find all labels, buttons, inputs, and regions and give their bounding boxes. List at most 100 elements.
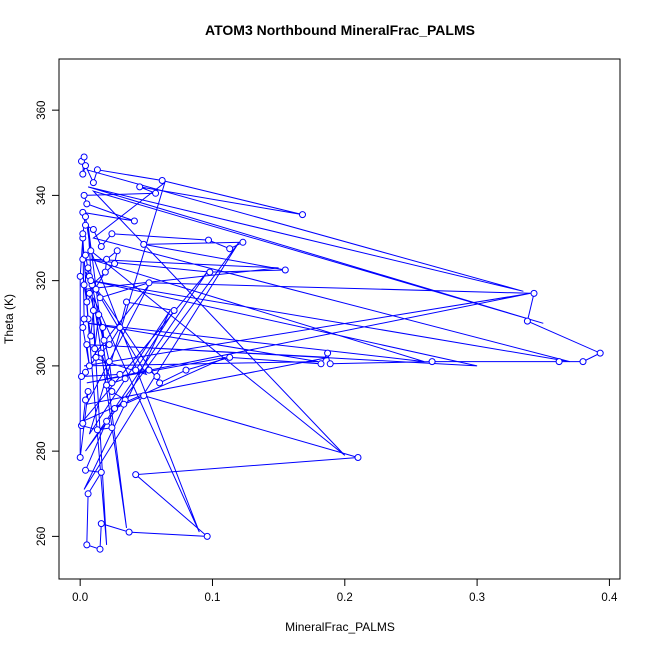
y-axis: 260 280 300 320 340 360 bbox=[36, 101, 60, 546]
data-point bbox=[96, 545, 104, 553]
data-point bbox=[84, 388, 92, 395]
data-point bbox=[116, 324, 124, 331]
data-point bbox=[82, 466, 89, 474]
data-point bbox=[145, 279, 153, 287]
data-point bbox=[80, 315, 88, 323]
data-point bbox=[89, 307, 97, 314]
data-point bbox=[79, 170, 87, 178]
data-point bbox=[354, 454, 362, 461]
data-point bbox=[123, 298, 130, 306]
data-point bbox=[140, 392, 148, 400]
data-point bbox=[153, 373, 161, 380]
data-point bbox=[596, 349, 604, 357]
x-tick-label: 0.1 bbox=[204, 592, 220, 604]
data-point bbox=[156, 379, 164, 387]
data-point bbox=[226, 353, 234, 361]
data-point bbox=[95, 311, 103, 319]
data-point bbox=[82, 162, 89, 170]
data-point bbox=[83, 341, 91, 349]
data-point bbox=[108, 424, 116, 432]
data-point bbox=[92, 353, 100, 361]
data-point bbox=[82, 368, 89, 376]
x-tick-label: 0.4 bbox=[601, 592, 618, 604]
data-point bbox=[89, 179, 97, 187]
data-point bbox=[84, 264, 92, 272]
data-point bbox=[105, 341, 113, 349]
data-point bbox=[132, 366, 140, 374]
data-point bbox=[281, 266, 289, 274]
data-point bbox=[530, 289, 538, 297]
data-point bbox=[579, 358, 587, 366]
data-point bbox=[93, 426, 101, 434]
data-point bbox=[111, 405, 119, 412]
data-point bbox=[125, 528, 133, 536]
data-point bbox=[108, 379, 116, 387]
y-tick-label: 300 bbox=[36, 356, 48, 375]
data-point bbox=[103, 255, 111, 263]
data-point bbox=[87, 247, 95, 255]
data-point bbox=[145, 366, 153, 374]
data-point bbox=[87, 277, 95, 285]
data-point bbox=[99, 324, 107, 331]
y-axis-label: Theta (K) bbox=[2, 294, 16, 344]
data-point bbox=[555, 358, 563, 366]
data-point bbox=[158, 177, 166, 184]
data-point bbox=[324, 349, 332, 357]
data-point bbox=[80, 153, 88, 161]
data-point bbox=[89, 226, 97, 233]
data-point bbox=[83, 541, 91, 549]
data-point bbox=[91, 345, 99, 353]
y-tick-label: 280 bbox=[36, 442, 48, 461]
data-point bbox=[82, 221, 89, 229]
data-point bbox=[132, 471, 140, 479]
data-point bbox=[83, 298, 91, 306]
x-tick-label: 0.3 bbox=[469, 592, 485, 604]
data-point bbox=[79, 230, 87, 238]
data-point bbox=[84, 490, 92, 498]
data-point bbox=[85, 362, 93, 370]
chart-title: ATOM3 Northbound MineralFrac_PALMS bbox=[205, 22, 475, 38]
data-point bbox=[136, 183, 144, 191]
data-point bbox=[113, 247, 121, 255]
data-point bbox=[79, 419, 87, 427]
x-tick-label: 0.0 bbox=[72, 592, 88, 604]
data-point bbox=[205, 236, 212, 244]
x-axis-label: MineralFrac_PALMS bbox=[285, 620, 395, 634]
plot-frame bbox=[58, 58, 621, 580]
data-point bbox=[239, 238, 247, 246]
y-tick-label: 320 bbox=[36, 271, 48, 290]
x-axis: 0.0 0.1 0.2 0.3 0.4 bbox=[72, 578, 618, 604]
data-point bbox=[206, 268, 214, 276]
data-point bbox=[97, 349, 105, 357]
data-point bbox=[101, 268, 109, 276]
data-point bbox=[299, 211, 306, 219]
data-point bbox=[97, 468, 105, 476]
data-point bbox=[93, 166, 101, 174]
data-point bbox=[76, 454, 84, 461]
series-lines bbox=[79, 156, 602, 550]
data-point bbox=[152, 189, 160, 197]
data-point bbox=[87, 332, 95, 340]
data-point bbox=[120, 400, 128, 408]
y-tick-label: 260 bbox=[36, 527, 48, 546]
data-point bbox=[108, 230, 116, 238]
data-point bbox=[108, 388, 116, 395]
data-point bbox=[78, 373, 85, 380]
data-point bbox=[83, 200, 91, 208]
data-point bbox=[82, 213, 89, 221]
data-point bbox=[85, 289, 93, 297]
data-point bbox=[203, 532, 211, 540]
data-point bbox=[317, 360, 325, 368]
data-point bbox=[82, 396, 89, 404]
data-point bbox=[100, 336, 108, 344]
data-point bbox=[80, 191, 88, 199]
data-point bbox=[140, 240, 148, 248]
data-point bbox=[130, 217, 138, 225]
data-point bbox=[116, 370, 124, 378]
data-point bbox=[96, 294, 104, 302]
data-point bbox=[523, 317, 531, 325]
data-point bbox=[226, 245, 234, 253]
y-tick-label: 340 bbox=[36, 186, 48, 205]
data-point bbox=[182, 366, 190, 374]
